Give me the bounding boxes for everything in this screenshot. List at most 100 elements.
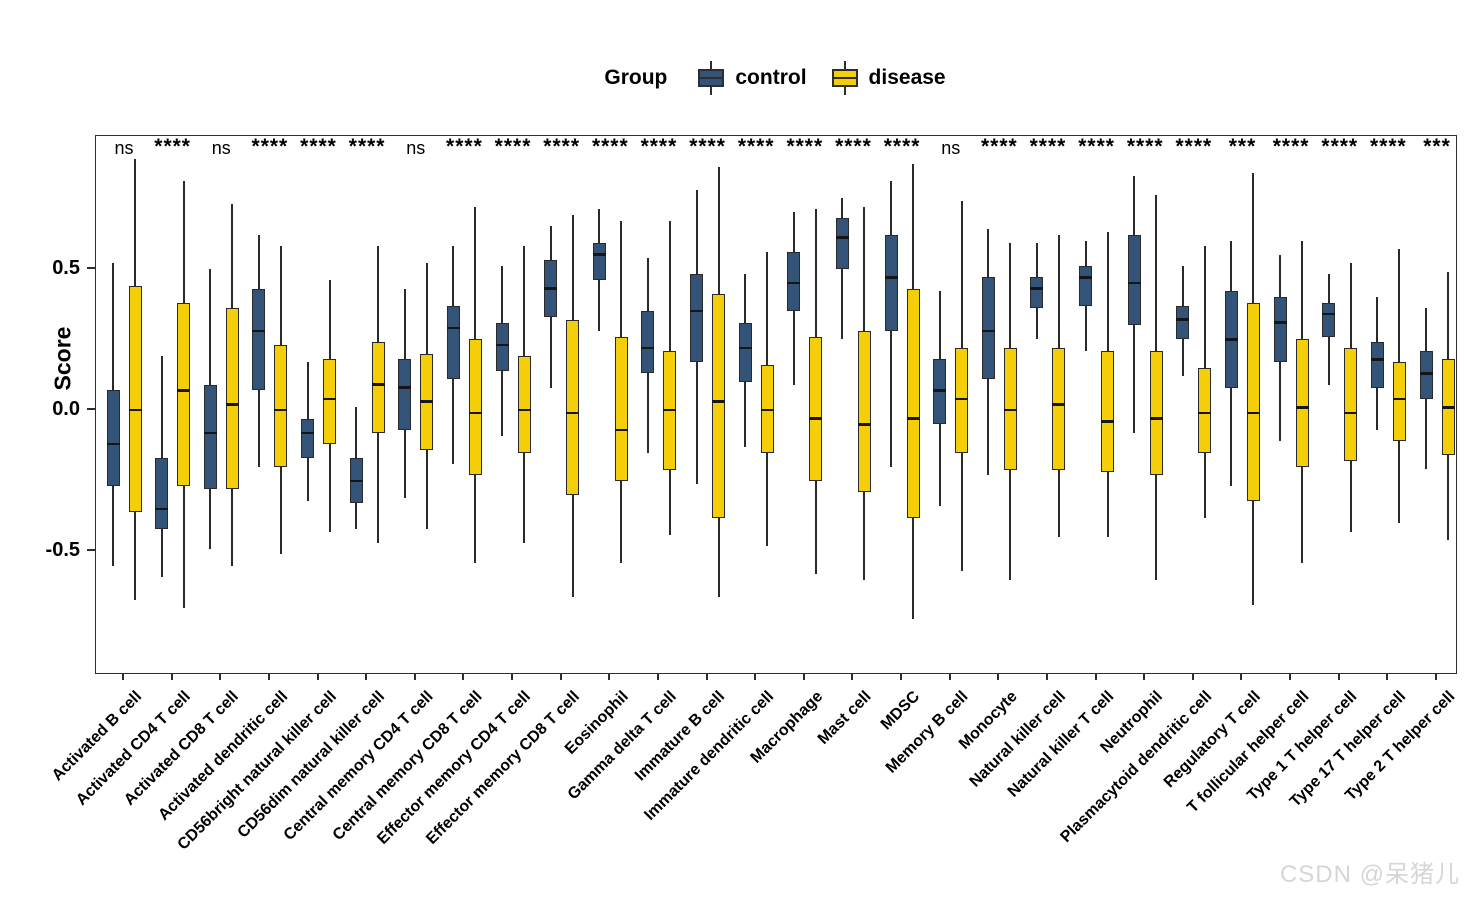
significance-label: **** <box>494 135 532 158</box>
x-tick <box>219 673 222 680</box>
control-3-median <box>252 329 266 333</box>
significance-label: **** <box>591 135 629 158</box>
significance-label: **** <box>251 135 289 158</box>
disease-7-box <box>468 339 482 476</box>
significance-label: **** <box>1078 135 1115 158</box>
significance-label: **** <box>883 135 921 158</box>
x-tick <box>1386 673 1389 680</box>
control-16-median <box>884 276 898 279</box>
disease-15-box <box>857 331 871 493</box>
disease-24-median <box>1295 406 1309 409</box>
legend: Group control disease <box>95 56 1455 100</box>
disease-2-median <box>225 403 239 406</box>
control-20-box <box>1079 266 1093 306</box>
control-15-median <box>835 236 849 239</box>
control-26-median <box>1370 358 1384 361</box>
control-15-whisker <box>841 198 844 340</box>
control-0-median <box>106 442 120 446</box>
watermark: CSDN @呆猪儿 <box>1279 861 1460 888</box>
control-7-box <box>446 305 460 380</box>
disease-15-median <box>857 423 871 426</box>
control-3-box <box>252 288 266 391</box>
x-tick <box>170 673 173 680</box>
disease-8-median <box>517 408 531 412</box>
y-tick-label: 0.0 <box>52 398 80 421</box>
x-tick <box>1045 673 1048 680</box>
disease-8-box <box>517 356 531 453</box>
disease-6-median <box>420 400 434 403</box>
glyph-median <box>698 77 725 79</box>
y-tick <box>87 549 95 552</box>
y-tick <box>87 408 95 411</box>
significance-label: **** <box>980 135 1018 158</box>
control-15-box <box>835 217 849 269</box>
significance-label: **** <box>1029 135 1067 158</box>
x-tick <box>705 673 708 680</box>
disease-3-median <box>274 408 288 412</box>
legend-label-control: control <box>735 66 807 89</box>
significance-label: ns <box>941 138 961 158</box>
significance-label: **** <box>543 135 581 158</box>
disease-26-median <box>1392 397 1406 401</box>
x-tick <box>316 673 319 680</box>
significance-label: ns <box>211 138 231 158</box>
disease-22-median <box>1198 411 1212 415</box>
control-5-median <box>349 479 363 483</box>
control-4-median <box>301 431 315 434</box>
x-tick <box>1435 673 1437 680</box>
control-24-median <box>1273 321 1287 324</box>
disease-16-median <box>906 417 920 420</box>
control-23-median <box>1224 338 1238 341</box>
control-11-box <box>641 311 655 374</box>
disease-5-median <box>371 383 385 386</box>
disease-2-box <box>225 308 239 490</box>
x-tick <box>1289 673 1292 680</box>
control-14-median <box>787 281 801 285</box>
control-20-median <box>1079 276 1093 279</box>
control-17-box <box>933 359 947 425</box>
disease-25-median <box>1344 411 1358 415</box>
x-tick <box>1337 673 1340 680</box>
control-6-box <box>398 359 412 430</box>
x-tick <box>413 673 416 680</box>
disease-7-median <box>468 411 482 415</box>
x-tick <box>608 673 611 680</box>
control-21-median <box>1127 281 1141 285</box>
disease-10-box <box>614 336 628 481</box>
significance-label: ns <box>114 138 134 158</box>
control-26-box <box>1370 342 1384 388</box>
x-tick <box>1191 673 1194 680</box>
boxplot-glyph-icon <box>831 61 859 95</box>
disease-23-median <box>1246 411 1260 415</box>
disease-24-box <box>1295 339 1309 467</box>
disease-11-median <box>663 408 677 412</box>
x-tick <box>1094 673 1097 680</box>
control-13-box <box>738 322 752 382</box>
control-2-box <box>203 384 217 490</box>
legend-title: Group <box>604 66 668 89</box>
control-8-box <box>495 322 509 371</box>
disease-10-median <box>614 428 628 432</box>
control-0-box <box>106 390 120 487</box>
x-tick <box>948 673 951 680</box>
significance-label: **** <box>1175 135 1213 158</box>
disease-26-box <box>1392 362 1406 442</box>
control-10-median <box>592 253 606 256</box>
disease-19-median <box>1052 403 1066 406</box>
x-tick <box>1240 673 1243 680</box>
control-25-median <box>1322 312 1336 316</box>
disease-5-box <box>371 342 385 433</box>
control-10-box <box>592 243 606 281</box>
significance-label: **** <box>786 135 824 158</box>
control-27-box <box>1419 350 1433 399</box>
significance-label: **** <box>689 135 726 158</box>
control-2-median <box>203 431 217 434</box>
disease-13-box <box>760 364 774 453</box>
control-19-box <box>1030 277 1044 309</box>
control-22-box <box>1176 305 1190 340</box>
significance-label: **** <box>1126 135 1164 158</box>
plot-panel: ns **** ns **** **** **** ns **** **** **** **** **… <box>95 135 1457 674</box>
x-tick <box>1143 673 1146 680</box>
disease-1-box <box>177 302 191 487</box>
significance-label: **** <box>1370 135 1407 158</box>
